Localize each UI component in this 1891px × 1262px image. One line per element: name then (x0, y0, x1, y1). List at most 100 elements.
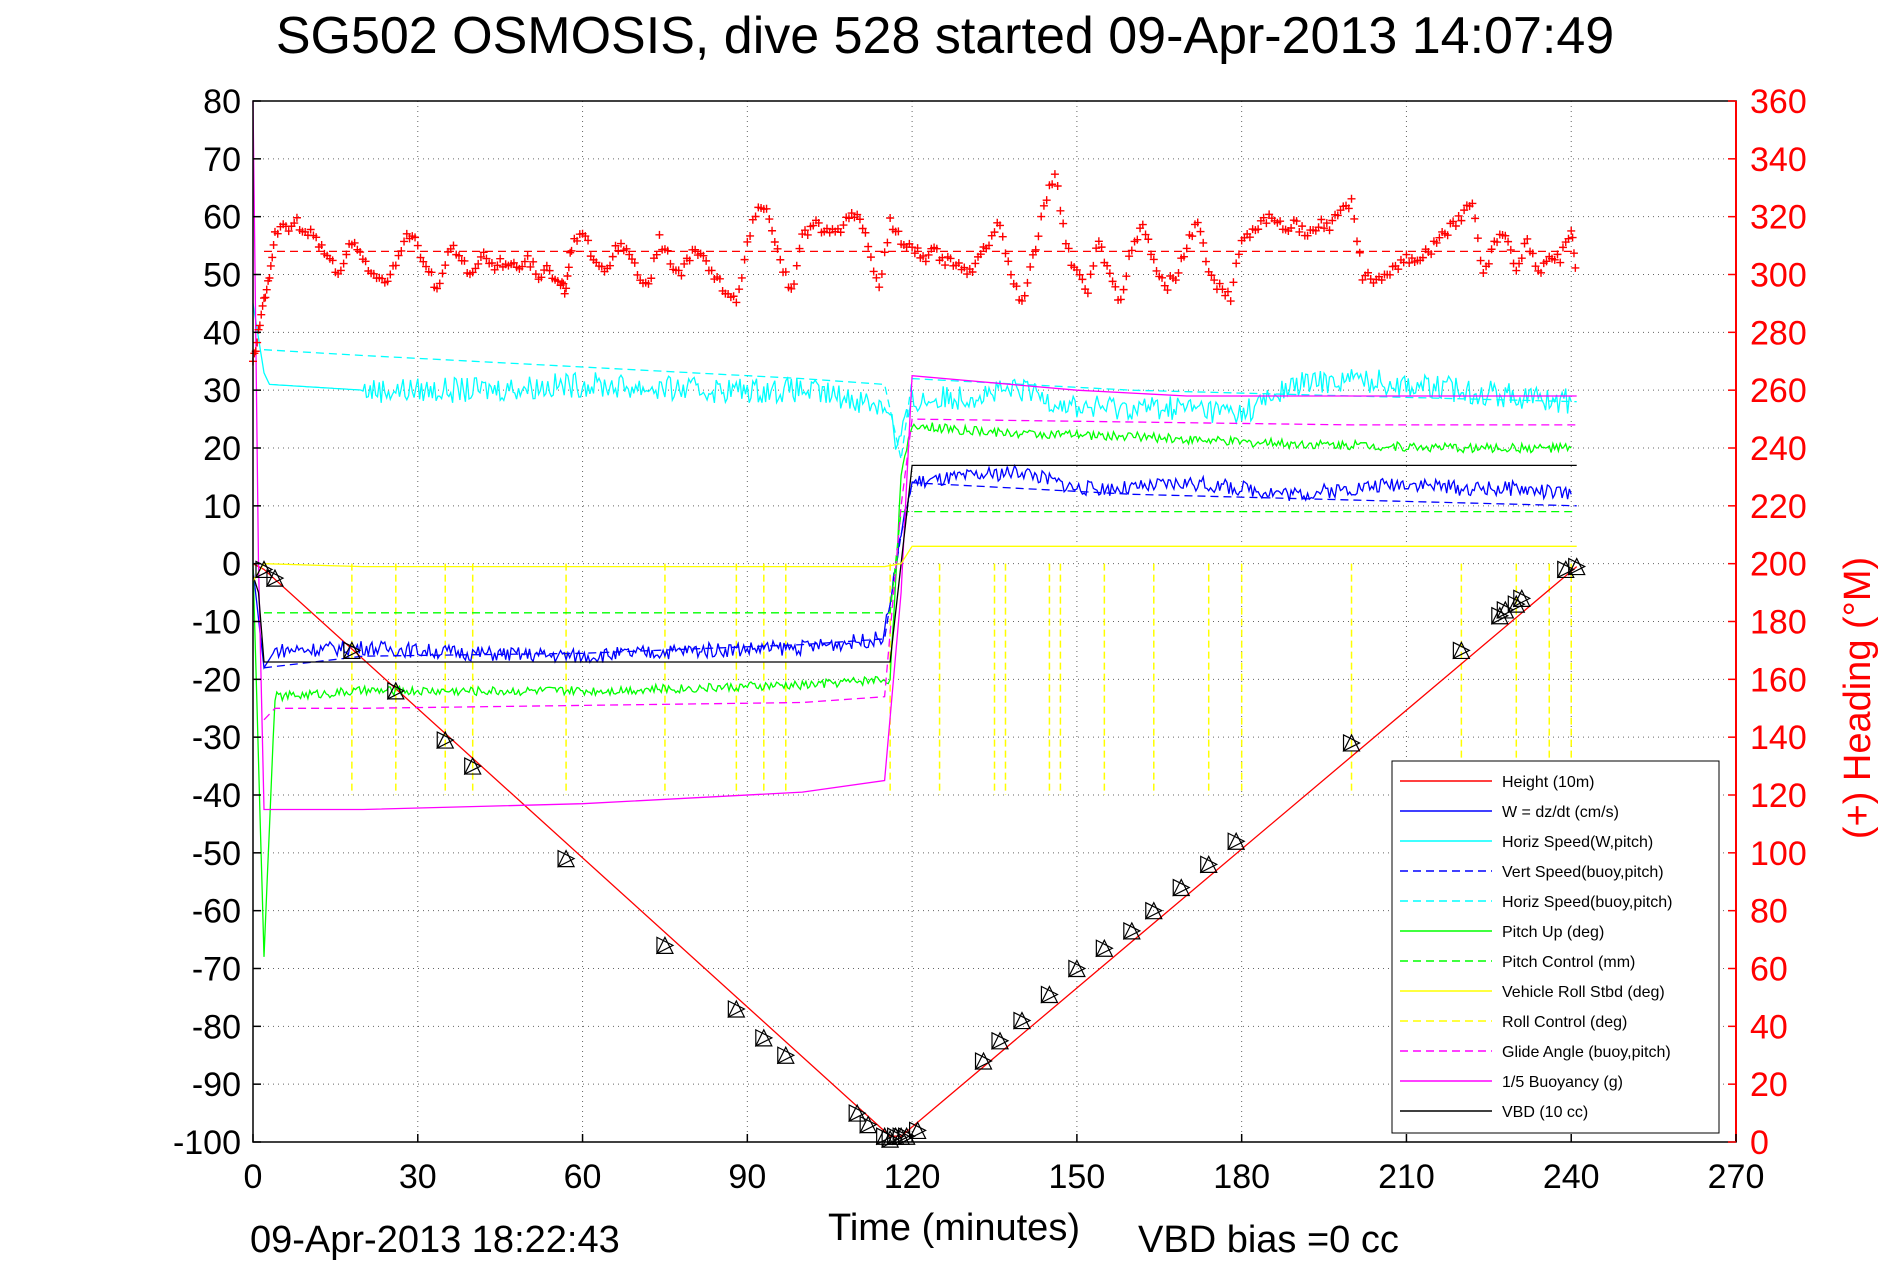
ascent-marker-up (1452, 641, 1471, 660)
descent-marker-up (776, 1045, 795, 1064)
heading-marker (438, 269, 447, 278)
descent-marker-up (342, 641, 361, 660)
descent-marker-up (848, 1103, 867, 1122)
y2-tick-label: 280 (1750, 314, 1807, 352)
heading-marker (1103, 261, 1112, 270)
heading-marker (292, 213, 301, 222)
heading-marker (1517, 254, 1526, 263)
heading-marker (1405, 258, 1414, 267)
heading-marker (573, 236, 582, 245)
heading-marker (1479, 269, 1488, 278)
descent-marker-right (777, 1046, 796, 1065)
heading-marker (265, 273, 274, 282)
heading-marker (356, 248, 365, 257)
heading-marker (872, 273, 881, 282)
heading-marker (910, 249, 919, 258)
heading-marker (562, 284, 571, 293)
heading-marker (611, 241, 620, 250)
heading-marker (336, 266, 345, 275)
y-tick-label: -50 (192, 835, 241, 873)
heading-marker (1012, 282, 1021, 291)
heading-marker (1174, 268, 1183, 277)
heading-marker (737, 273, 746, 282)
ascent-marker-right (1342, 733, 1361, 752)
heading-marker (1427, 250, 1436, 259)
heading-marker (1553, 250, 1562, 259)
heading-marker (960, 263, 969, 272)
heading-marker (564, 263, 573, 272)
heading-marker (1031, 245, 1040, 254)
heading-marker (985, 241, 994, 250)
heading-marker (1501, 231, 1510, 240)
y2-tick-label: 180 (1750, 604, 1807, 642)
x-tick-label: 150 (1049, 1158, 1106, 1196)
descent-marker-up (754, 1028, 773, 1047)
y2-tick-label: 120 (1750, 777, 1807, 815)
ascent-marker-right (1200, 855, 1219, 874)
ascent-marker-right (991, 1031, 1010, 1050)
heading-marker (262, 285, 271, 294)
heading-marker (680, 259, 689, 268)
heading-marker (1567, 226, 1576, 235)
heading-marker (1394, 265, 1403, 274)
series-layer (252, 100, 1578, 1137)
heading-marker (1435, 233, 1444, 242)
heading-marker (1245, 233, 1254, 242)
heading-marker (383, 277, 392, 286)
y-tick-label: 50 (203, 257, 241, 295)
heading-marker (529, 257, 538, 266)
heading-marker (1402, 250, 1411, 259)
heading-marker (273, 229, 282, 238)
heading-marker (1147, 250, 1156, 259)
descent-marker-up (386, 681, 405, 700)
y2-tick-label: 0 (1750, 1124, 1769, 1162)
ascent-marker-up (1199, 855, 1218, 873)
heading-marker (1188, 232, 1197, 241)
legend-label: Roll Control (deg) (1502, 1014, 1627, 1031)
heading-marker (1569, 249, 1578, 258)
ascent-marker-up (1012, 1011, 1031, 1030)
heading-marker (1001, 249, 1010, 258)
heading-marker (584, 236, 593, 245)
y-tick-label: -60 (192, 893, 241, 931)
y2-tick-label: 60 (1750, 951, 1788, 989)
ascent-marker-right (1452, 641, 1471, 660)
ascent-marker-right (1068, 959, 1087, 978)
right-axis-label: (+) Heading (°M) (1837, 557, 1879, 839)
y2-tick-label: 100 (1750, 835, 1807, 873)
heading-marker (1471, 214, 1480, 223)
y-tick-label: -70 (192, 951, 241, 989)
heading-marker (809, 221, 818, 230)
heading-marker (743, 237, 752, 246)
heading-marker (941, 261, 950, 270)
ascent-marker-right (1095, 939, 1114, 958)
ascent-marker-right (974, 1052, 993, 1071)
heading-marker (1558, 243, 1567, 252)
x-tick-label: 210 (1378, 1158, 1435, 1196)
legend-label: Vehicle Roll Stbd (deg) (1502, 984, 1665, 1001)
heading-marker (732, 298, 741, 307)
heading-marker (369, 269, 378, 278)
legend-label: Pitch Up (deg) (1502, 924, 1604, 941)
heading-marker (1020, 291, 1029, 300)
ascent-marker-up (1095, 938, 1114, 957)
heading-marker (844, 214, 853, 223)
heading-marker (1201, 257, 1210, 266)
heading-marker (1141, 230, 1150, 239)
descent-marker-right (343, 641, 362, 660)
heading-marker (1125, 252, 1134, 261)
heading-marker (290, 219, 299, 228)
heading-marker (1364, 268, 1372, 277)
heading-marker (946, 254, 955, 263)
heading-marker (971, 259, 980, 268)
heading-marker (1193, 218, 1202, 227)
heading-marker (880, 248, 889, 257)
heading-marker (1149, 255, 1158, 264)
ascent-marker-up (1172, 878, 1191, 897)
heading-marker (1418, 253, 1427, 262)
descent-marker-right (755, 1028, 774, 1047)
heading-marker (449, 241, 458, 250)
heading-marker (1542, 257, 1551, 266)
ascent-marker-up (1567, 557, 1586, 576)
